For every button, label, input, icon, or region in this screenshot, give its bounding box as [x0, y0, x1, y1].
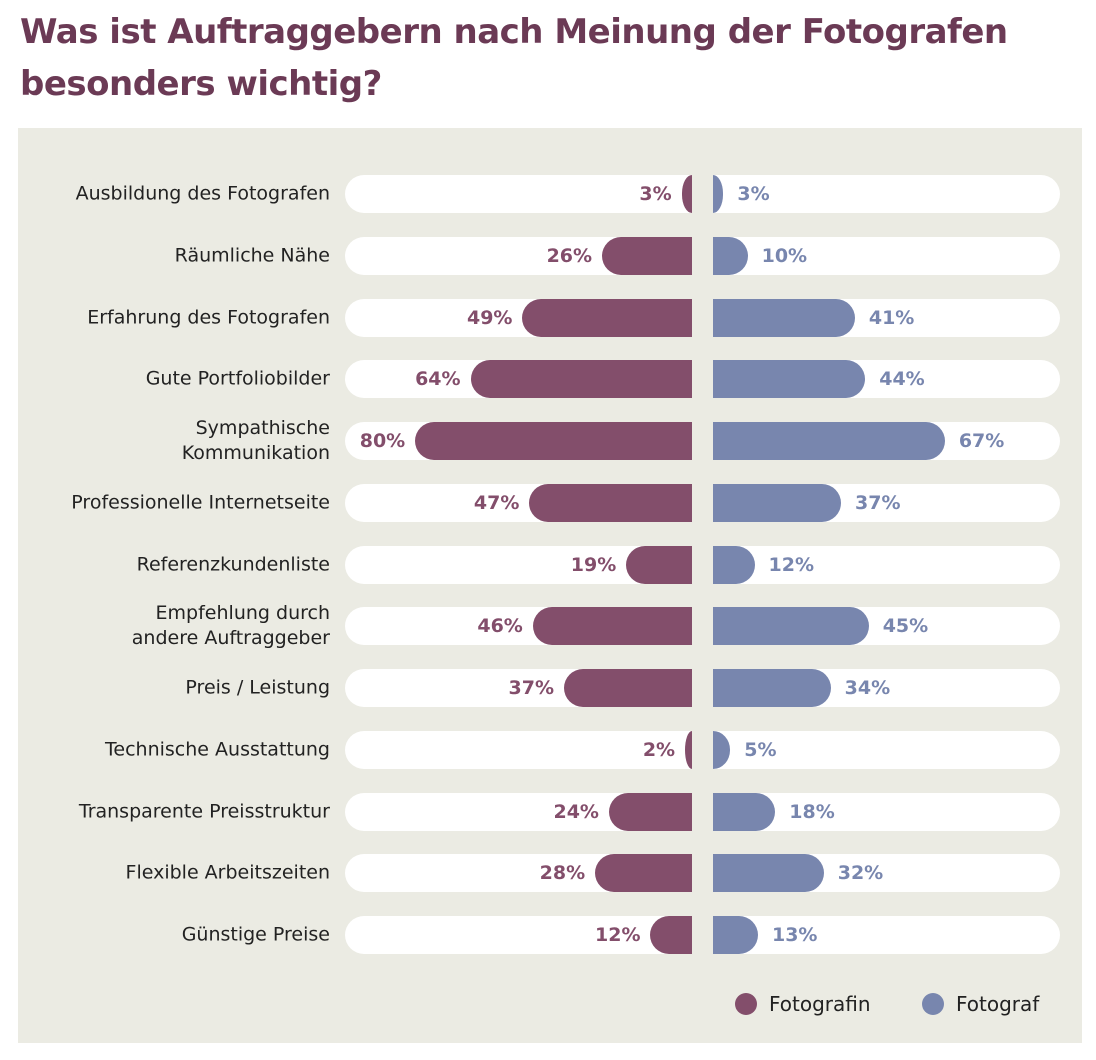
category-label: Räumliche Nähe [174, 244, 330, 267]
bar-fotograf [713, 236, 748, 275]
chart-row: Räumliche Nähe 26% 10% [18, 236, 1082, 275]
chart-row: Preis / Leistung 37% 34% [18, 669, 1082, 707]
center-divider [692, 854, 713, 893]
chart-row: Flexible Arbeitszeiten 28% 32% [18, 854, 1082, 893]
value-label-fotografin: 49% [466, 306, 513, 329]
center-divider [692, 792, 713, 831]
bar-fotograf [713, 854, 824, 893]
value-label-fotograf: 45% [882, 615, 929, 638]
center-divider [692, 545, 713, 584]
chart-row: Professionelle Internetseite 47% 37% [18, 483, 1082, 522]
category-label: Empfehlung durch andere Auftraggeber [131, 602, 330, 650]
bar-fotograf [713, 175, 724, 213]
chart-panel: Fotografin Fotograf Ausbildung des Fotog… [18, 128, 1082, 1043]
value-label-fotograf: 34% [844, 677, 891, 699]
value-label-fotograf: 41% [868, 306, 915, 329]
value-label-fotograf: 12% [768, 553, 814, 576]
center-divider [692, 360, 713, 399]
bar-fotografin [563, 669, 692, 707]
value-label-fotograf: 10% [761, 244, 808, 267]
bar-fotograf [713, 730, 731, 769]
center-divider [692, 175, 713, 213]
value-label-fotografin: 19% [570, 553, 617, 576]
legend-label-fotografin: Fotografin [769, 992, 871, 1016]
category-label: Technische Ausstattung [105, 738, 330, 761]
bar-fotografin [602, 236, 692, 275]
category-label: Gute Portfoliobilder [145, 367, 330, 390]
value-label-fotografin: 3% [639, 183, 672, 205]
category-label: Flexible Arbeitszeiten [125, 861, 330, 884]
category-label: Transparente Preisstruktur [78, 800, 330, 822]
value-label-fotografin: 37% [508, 677, 554, 699]
bar-fotograf [713, 916, 758, 954]
bar-fotografin [529, 483, 692, 522]
bar-fotografin [626, 545, 692, 584]
bar-fotograf [713, 422, 945, 460]
value-label-fotografin: 64% [415, 368, 461, 391]
center-divider [692, 298, 713, 337]
bar-fotograf [713, 792, 776, 831]
value-label-fotografin: 24% [553, 800, 599, 823]
category-label: Günstige Preise [181, 923, 330, 946]
legend-label-fotograf: Fotograf [956, 992, 1040, 1016]
center-divider [692, 669, 713, 707]
category-label: Preis / Leistung [185, 676, 330, 699]
category-label: Professionelle Internetseite [71, 491, 330, 514]
center-divider [692, 916, 713, 954]
bar-fotografin [532, 607, 692, 646]
chart-row: Transparente Preisstruktur 24% 18% [18, 792, 1082, 831]
value-label-fotografin: 80% [359, 430, 406, 452]
center-divider [692, 236, 713, 275]
value-label-fotograf: 13% [771, 924, 818, 946]
value-label-fotograf: 67% [958, 430, 1005, 452]
chart-row: Empfehlung durch andere Auftraggeber 46% 4… [18, 602, 1082, 649]
bar-fotograf [713, 483, 842, 522]
bar-fotografin [608, 792, 692, 831]
value-label-fotograf: 18% [789, 800, 835, 823]
chart-row: Ausbildung des Fotografen 3% 3% [18, 175, 1082, 213]
value-label-fotograf: 44% [879, 368, 925, 391]
bar-fotografin [470, 360, 692, 399]
value-label-fotografin: 12% [595, 924, 641, 946]
legend-swatch-fotografin [735, 993, 757, 1015]
category-label: Erfahrung des Fotografen [87, 306, 330, 328]
chart-row: Technische Ausstattung 2% 5% [18, 730, 1082, 769]
bar-fotografin [650, 916, 692, 954]
bar-fotografin [681, 175, 692, 213]
center-divider [692, 422, 713, 460]
chart-row: Günstige Preise 12% 13% [18, 916, 1082, 954]
chart-row: Erfahrung des Fotografen 49% 41% [18, 298, 1082, 337]
value-label-fotografin: 26% [546, 244, 593, 267]
bar-fotografin [685, 730, 692, 769]
bar-fotograf [713, 298, 855, 337]
chart-title: Was ist Auftraggebern nach Meinung der F… [20, 12, 1008, 104]
legend-item-fotograf: Fotograf [922, 990, 1039, 1018]
chart-row: Referenzkundenliste 19% 12% [18, 545, 1082, 584]
bar-fotograf [713, 669, 831, 707]
legend-item-fotografin: Fotografin [735, 990, 871, 1018]
value-label-fotografin: 28% [539, 862, 586, 885]
bar-fotografin [522, 298, 692, 337]
bar-fotograf [713, 607, 869, 646]
bar-fotografin [595, 854, 692, 893]
center-divider [692, 483, 713, 522]
category-label: Sympathische Kommunikation [181, 417, 330, 464]
chart-row: Gute Portfoliobilder 64% 44% [18, 360, 1082, 399]
value-label-fotografin: 46% [477, 615, 523, 638]
chart-row: Sympathische Kommunikation 80% 67% [18, 417, 1082, 464]
bar-fotograf [713, 545, 755, 584]
legend-swatch-fotograf [922, 993, 944, 1015]
category-label: Ausbildung des Fotografen [75, 182, 330, 205]
value-label-fotograf: 5% [744, 738, 777, 761]
value-label-fotografin: 47% [473, 491, 520, 514]
value-label-fotograf: 32% [837, 862, 884, 885]
category-label: Referenzkundenliste [136, 553, 330, 575]
center-divider [692, 607, 713, 646]
value-label-fotograf: 37% [855, 491, 901, 514]
value-label-fotograf: 3% [737, 183, 770, 205]
bar-fotograf [713, 360, 866, 399]
bar-fotografin [415, 422, 692, 460]
center-divider [692, 730, 713, 769]
value-label-fotografin: 2% [642, 738, 676, 761]
